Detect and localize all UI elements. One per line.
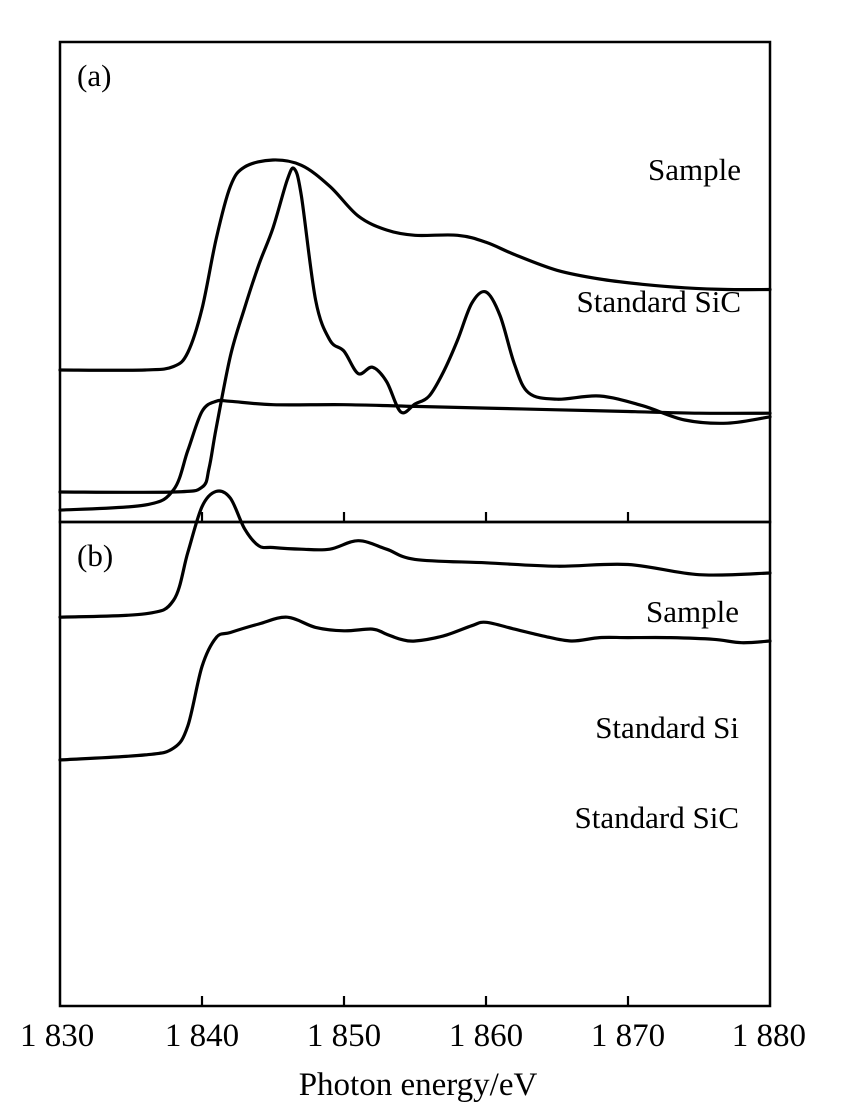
series-label-b-standard-si: Standard Si xyxy=(595,710,739,745)
series-label-a-sample: Sample xyxy=(648,152,741,187)
x-tick-label-1870: 1 870 xyxy=(591,1018,665,1054)
series-label-b-standard-sic: Standard SiC xyxy=(575,800,739,835)
curves-layer xyxy=(58,158,772,762)
curve-b-standard-sic xyxy=(58,615,772,762)
ticks-layer: 1 830 1 840 1 850 1 860 1 870 1 880 xyxy=(20,512,806,1054)
panel-a-frame xyxy=(58,40,772,524)
curve-a-sample xyxy=(58,158,772,372)
x-tick-label-1840: 1 840 xyxy=(165,1018,239,1054)
curve-a-standard-sic xyxy=(58,166,772,494)
x-tick-label-1880: 1 880 xyxy=(732,1018,806,1054)
x-tick-label-1830: 1 830 xyxy=(20,1018,94,1054)
panel-b-label: (b) xyxy=(77,538,113,573)
panel-b-frame xyxy=(58,520,772,1008)
x-tick-label-1850: 1 850 xyxy=(307,1018,381,1054)
series-label-a-standard-sic: Standard SiC xyxy=(577,284,741,319)
x-axis-title: Photon energy/eV xyxy=(299,1067,538,1103)
x-tick-label-1860: 1 860 xyxy=(449,1018,523,1054)
curve-b-standard-si xyxy=(58,489,772,619)
curve-b-sample xyxy=(58,398,772,512)
panel-a-label: (a) xyxy=(77,58,111,93)
series-label-b-sample: Sample xyxy=(646,594,739,629)
